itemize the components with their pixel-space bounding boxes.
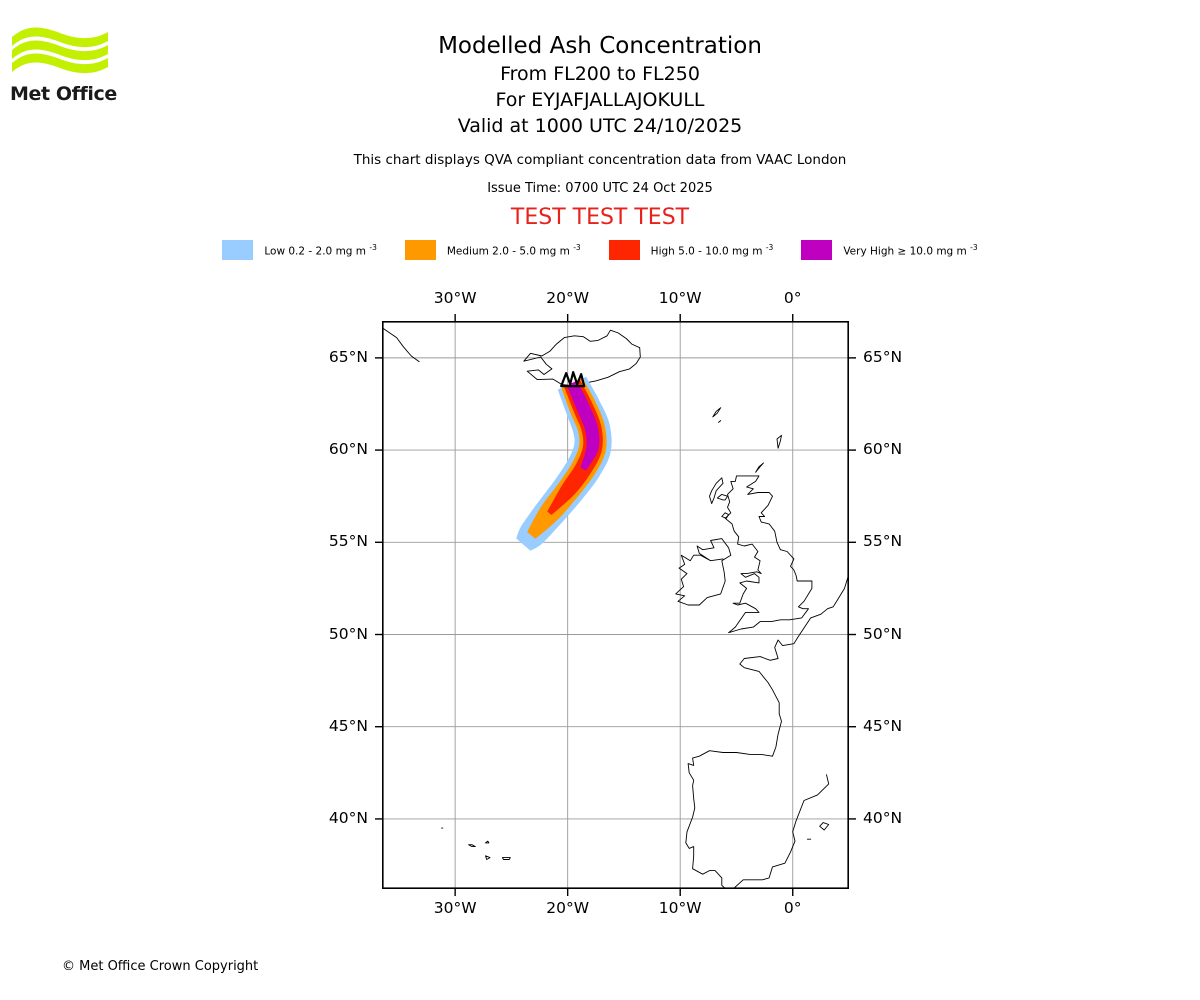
lat-tick-left-2: 50°N [328, 624, 368, 643]
map-gridlines [382, 321, 849, 889]
lon-tick-bottom-0: 30°W [433, 899, 477, 917]
lat-tick-left-5: 65°N [328, 347, 368, 366]
map-coastlines [382, 327, 849, 889]
lat-tick-right-2: 50°N [863, 624, 903, 643]
legend-item-high: High 5.0 - 10.0 mg m -3 [608, 240, 774, 260]
page-title: Modelled Ash Concentration [438, 33, 762, 59]
logo-wordmark: Met Office [10, 83, 117, 105]
lon-tick-top-2: 10°W [658, 289, 702, 307]
ash-concentration-map [382, 321, 849, 889]
volcano-marker-icon [560, 371, 586, 388]
lat-tick-left-1: 45°N [328, 716, 368, 735]
lat-tick-left-4: 60°N [328, 440, 368, 459]
lon-tick-top-3: 0° [783, 289, 802, 307]
issue-time: Issue Time: 0700 UTC 24 Oct 2025 [487, 181, 713, 196]
source-note: This chart displays QVA compliant concen… [353, 152, 847, 168]
lat-tick-left-0: 40°N [328, 808, 368, 827]
lat-tick-right-5: 65°N [863, 347, 903, 366]
lon-tick-bottom-2: 10°W [658, 899, 702, 917]
lat-tick-right-0: 40°N [863, 808, 903, 827]
legend-swatch-medium [404, 240, 436, 260]
legend-swatch-low [222, 240, 254, 260]
legend-label-very-high: Very High ≥ 10.0 mg m -3 [843, 242, 978, 258]
logo-waves-icon [12, 27, 108, 74]
flight-level-line: From FL200 to FL250 [500, 63, 700, 85]
copyright-notice: © Met Office Crown Copyright [62, 959, 259, 974]
ash-plume [516, 376, 612, 551]
lon-tick-bottom-3: 0° [783, 899, 802, 917]
lat-tick-right-4: 60°N [863, 440, 903, 459]
legend-swatch-high [608, 240, 640, 260]
test-banner: TEST TEST TEST [510, 205, 690, 230]
map-panel [375, 314, 856, 896]
legend-swatch-very-high [801, 240, 833, 260]
legend-label-high: High 5.0 - 10.0 mg m -3 [650, 242, 774, 258]
volcano-name-line: For EYJAFJALLAJOKULL [495, 89, 705, 111]
lon-tick-top-0: 30°W [433, 289, 477, 307]
bottom-tick-marks [454, 889, 794, 896]
legend-label-medium: Medium 2.0 - 5.0 mg m -3 [446, 242, 581, 258]
concentration-legend: Low 0.2 - 2.0 mg m -3 Medium 2.0 - 5.0 m… [0, 240, 1200, 260]
lat-tick-left-3: 55°N [328, 532, 368, 551]
valid-time-line: Valid at 1000 UTC 24/10/2025 [457, 115, 743, 137]
title-block: Modelled Ash Concentration From FL200 to… [0, 0, 1200, 232]
lon-tick-bottom-1: 20°W [546, 899, 590, 917]
legend-item-medium: Medium 2.0 - 5.0 mg m -3 [404, 240, 581, 260]
right-tick-marks [849, 357, 856, 820]
lat-tick-right-1: 45°N [863, 716, 903, 735]
legend-item-low: Low 0.2 - 2.0 mg m -3 [222, 240, 377, 260]
legend-label-low: Low 0.2 - 2.0 mg m -3 [264, 242, 377, 258]
lon-tick-top-1: 20°W [546, 289, 590, 307]
top-tick-marks [454, 314, 794, 321]
lat-tick-right-3: 55°N [863, 532, 903, 551]
legend-item-very-high: Very High ≥ 10.0 mg m -3 [801, 240, 978, 260]
met-office-logo: Met Office [10, 24, 118, 112]
left-tick-marks [375, 357, 382, 820]
